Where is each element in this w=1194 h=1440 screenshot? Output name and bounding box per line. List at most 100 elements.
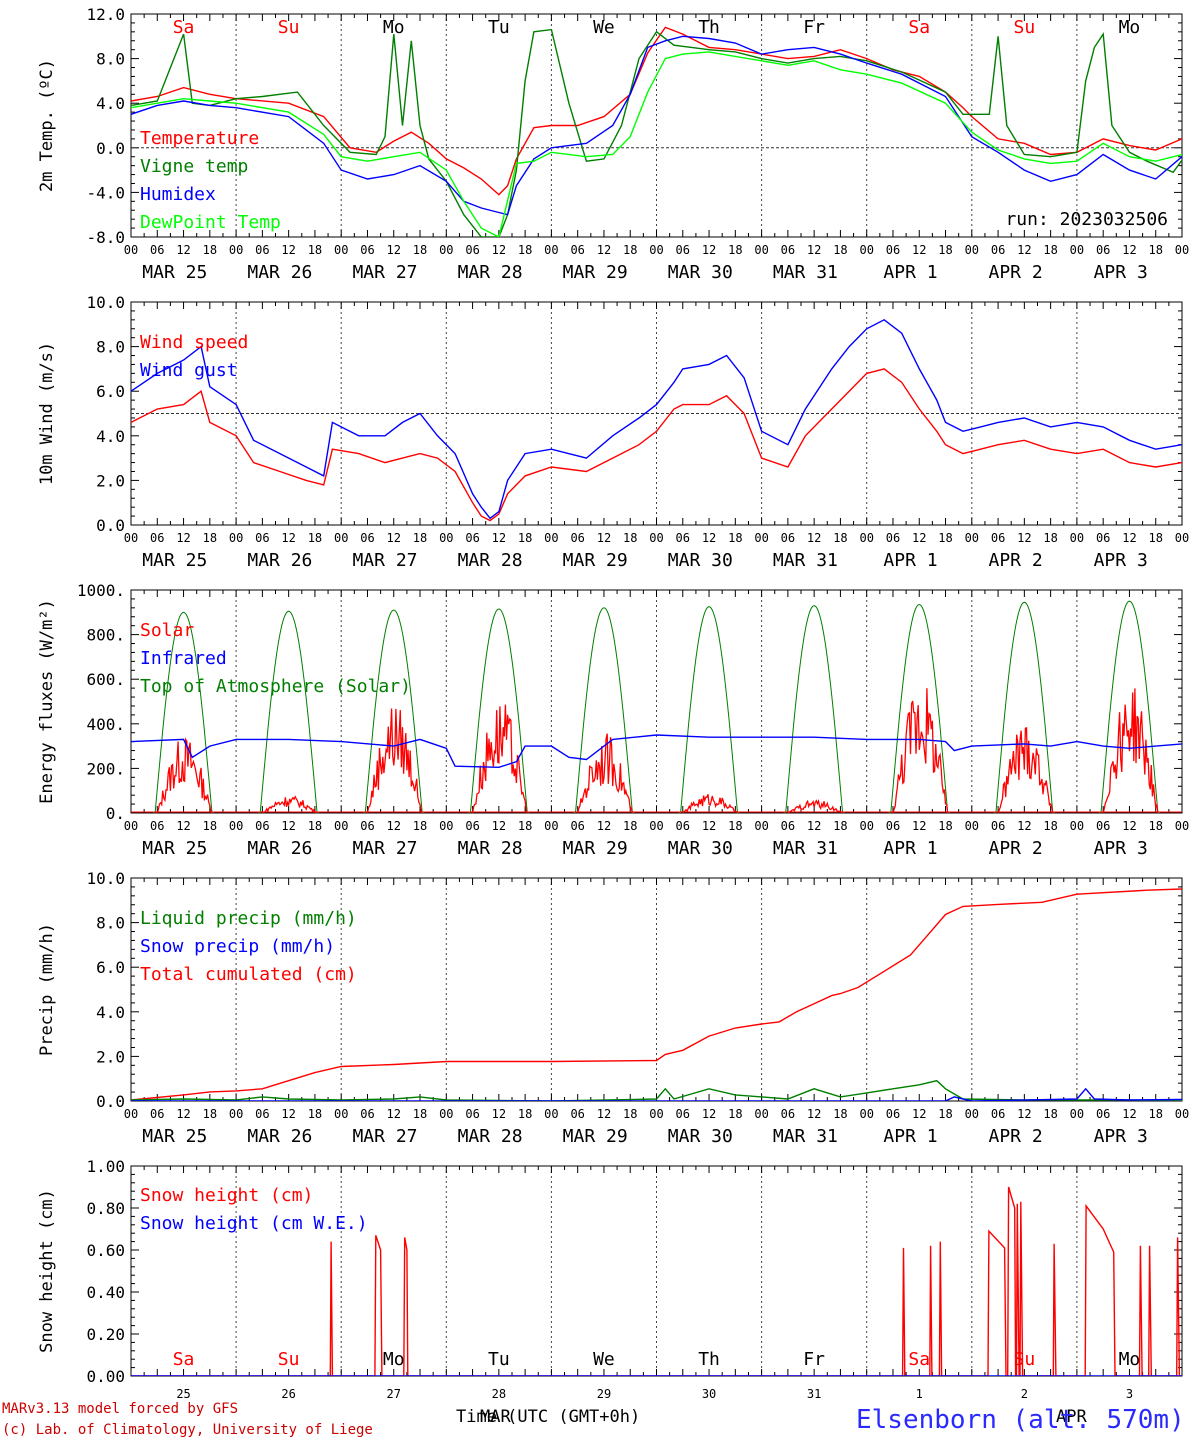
chart-temp-hour-label: 00: [229, 243, 243, 257]
chart-temp-hour-label: 12: [912, 243, 926, 257]
chart-energy-hour-label: 00: [965, 819, 979, 833]
chart-temp-date-label: MAR 31: [773, 262, 838, 283]
chart-temp-day-letter: Sa: [173, 17, 195, 38]
chart-wind-hour-label: 00: [229, 531, 243, 545]
chart-snow-y-tick-label: 1.00: [86, 1157, 125, 1176]
chart-temp-hour-label: 18: [1043, 243, 1057, 257]
chart-precip-hour-label: 12: [492, 1107, 506, 1121]
chart-wind-date-label: MAR 31: [773, 550, 838, 571]
chart-energy-hour-label: 00: [1175, 819, 1189, 833]
chart-wind-hour-label: 12: [1122, 531, 1136, 545]
chart-temp-hour-label: 06: [150, 243, 164, 257]
chart-temp-series-dewpoint-temp: [131, 51, 1182, 237]
chart-temp-hour-label: 18: [203, 243, 217, 257]
chart-wind-hour-label: 00: [1070, 531, 1084, 545]
chart-wind-date-label: APR 3: [1094, 550, 1148, 571]
chart-temp-y-tick-label: 8.0: [96, 50, 125, 69]
chart-precip-hour-label: 06: [360, 1107, 374, 1121]
chart-wind-legend-item: Wind gust: [140, 360, 238, 381]
chart-temp-hour-label: 18: [1148, 243, 1162, 257]
chart-wind-y-tick-label: 8.0: [96, 338, 125, 357]
chart-temp-series-humidex: [131, 35, 1182, 216]
chart-precip-hour-label: 00: [334, 1107, 348, 1121]
x-axis-label: Time (UTC (GMT+0h): [456, 1407, 640, 1427]
chart-wind-hour-label: 12: [492, 531, 506, 545]
chart-temp-hour-label: 18: [833, 243, 847, 257]
chart-temp-hour-label: 06: [255, 243, 269, 257]
chart-energy-hour-label: 18: [308, 819, 322, 833]
chart-energy-legend-item: Solar: [140, 620, 194, 641]
chart-precip-date-label: APR 2: [988, 1126, 1042, 1147]
chart-energy-y-axis-label: Energy fluxes (W/m²): [37, 599, 57, 804]
chart-precip-y-axis-label: Precip (mm/h): [37, 923, 57, 1056]
chart-precip-hour-label: 18: [833, 1107, 847, 1121]
chart-precip-hour-label: 00: [965, 1107, 979, 1121]
chart-energy-hour-label: 18: [623, 819, 637, 833]
chart-precip-hour-label: 12: [281, 1107, 295, 1121]
chart-snow-day-letter: Sa: [173, 1349, 195, 1370]
chart-energy-toa-series: [258, 610, 320, 813]
chart-temp-day-letter: Sa: [908, 17, 930, 38]
chart-snow-day-number: 25: [176, 1387, 190, 1401]
chart-energy-hour-label: 00: [334, 819, 348, 833]
chart-temp-day-letter: Tu: [488, 17, 510, 38]
chart-energy-hour-label: 06: [676, 819, 690, 833]
chart-temp-date-label: MAR 27: [352, 262, 417, 283]
chart-temp-hour-label: 00: [1070, 243, 1084, 257]
chart-wind-series-wind-speed: [131, 368, 1182, 522]
chart-temp-hour-label: 18: [728, 243, 742, 257]
chart-precip-hour-label: 12: [1122, 1107, 1136, 1121]
chart-precip-hour-label: 06: [150, 1107, 164, 1121]
chart-wind-date-label: APR 2: [988, 550, 1042, 571]
chart-snow-day-number: 2: [1021, 1387, 1028, 1401]
chart-energy-hour-label: 18: [1148, 819, 1162, 833]
chart-temp-day-letter: We: [593, 17, 615, 38]
chart-precip-y-tick-label: 10.0: [86, 869, 125, 888]
chart-wind-date-label: MAR 29: [563, 550, 628, 571]
chart-snow-day-letter: Mo: [1119, 1349, 1141, 1370]
chart-precip-hour-label: 00: [229, 1107, 243, 1121]
chart-temp-date-label: APR 3: [1094, 262, 1148, 283]
footer-copyright: (c) Lab. of Climatology, University of L…: [2, 1422, 373, 1438]
chart-energy-hour-label: 12: [1017, 819, 1031, 833]
chart-temp-hour-label: 06: [991, 243, 1005, 257]
chart-precip-hour-label: 06: [991, 1107, 1005, 1121]
chart-temp-series-temperature: [131, 26, 1182, 196]
chart-energy-solar-series: [682, 794, 738, 813]
chart-energy-solar-series: [577, 733, 634, 813]
chart-energy-date-label: MAR 27: [352, 838, 417, 859]
chart-temp-y-tick-label: 0.0: [96, 139, 125, 158]
chart-precip-hour-label: 18: [308, 1107, 322, 1121]
chart-snow-day-letter: We: [593, 1349, 615, 1370]
chart-temp-hour-label: 18: [518, 243, 532, 257]
chart-precip-hour-label: 12: [912, 1107, 926, 1121]
chart-wind-hour-label: 12: [912, 531, 926, 545]
chart-temp-hour-label: 18: [938, 243, 952, 257]
chart-temp-day-letter: Su: [278, 17, 300, 38]
chart-energy-hour-label: 00: [124, 819, 138, 833]
chart-precip-hour-label: 12: [387, 1107, 401, 1121]
chart-energy-toa-series: [783, 605, 845, 813]
chart-temp-date-label: MAR 26: [247, 262, 312, 283]
chart-snow-day-number: 30: [702, 1387, 716, 1401]
chart-precip-hour-label: 18: [413, 1107, 427, 1121]
chart-precip-hour-label: 18: [938, 1107, 952, 1121]
chart-energy-hour-label: 12: [597, 819, 611, 833]
chart-energy-toa-series: [468, 608, 530, 813]
chart-wind-hour-label: 00: [754, 531, 768, 545]
chart-temp-y-axis-label: 2m Temp. (ºC): [37, 59, 57, 192]
chart-temp-hour-label: 00: [439, 243, 453, 257]
chart-temp-series-vigne-temp: [131, 28, 1182, 237]
chart-temp-legend-item: DewPoint Temp: [140, 212, 281, 233]
chart-precip-y-tick-label: 8.0: [96, 914, 125, 933]
chart-energy-hour-label: 06: [570, 819, 584, 833]
chart-precip-date-label: MAR 27: [352, 1126, 417, 1147]
chart-wind-date-label: APR 1: [883, 550, 937, 571]
chart-temp-hour-label: 12: [702, 243, 716, 257]
chart-wind-y-tick-label: 4.0: [96, 427, 125, 446]
chart-energy-toa-series: [1098, 600, 1161, 813]
chart-precip-hour-label: 18: [728, 1107, 742, 1121]
month-label-mar: MAR: [480, 1407, 511, 1427]
chart-energy-toa-series: [678, 606, 740, 813]
chart-energy-hour-label: 00: [1070, 819, 1084, 833]
